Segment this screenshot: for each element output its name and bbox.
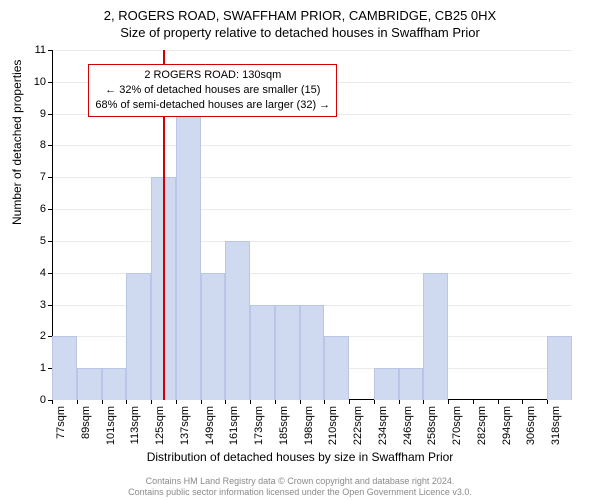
histogram-bar [102,368,127,400]
x-tick-label: 210sqm [327,406,339,445]
x-tick-label: 77sqm [55,406,67,439]
x-tick-mark [498,400,499,404]
x-tick-mark [201,400,202,404]
y-tick-label: 1 [16,362,46,374]
gridline [52,145,572,146]
title-main: 2, ROGERS ROAD, SWAFFHAM PRIOR, CAMBRIDG… [0,0,600,23]
y-tick-mark [48,50,52,51]
x-tick-mark [448,400,449,404]
y-tick-label: 3 [16,299,46,311]
gridline [52,177,572,178]
y-tick-label: 11 [16,44,46,56]
x-tick-label: 306sqm [525,406,537,445]
histogram-bar [201,273,226,400]
x-tick-label: 246sqm [402,406,414,445]
y-tick-mark [48,82,52,83]
x-tick-mark [399,400,400,404]
y-tick-mark [48,114,52,115]
plot-area: 0123456789101177sqm89sqm101sqm113sqm125s… [52,50,572,400]
x-tick-mark [324,400,325,404]
x-tick-mark [473,400,474,404]
title-subtitle: Size of property relative to detached ho… [0,23,600,40]
histogram-bar [399,368,424,400]
y-tick-label: 6 [16,203,46,215]
x-tick-label: 161sqm [228,406,240,445]
gridline [52,241,572,242]
y-tick-label: 5 [16,235,46,247]
y-tick-mark [48,241,52,242]
x-tick-mark [102,400,103,404]
gridline [52,50,572,51]
x-tick-label: 318sqm [550,406,562,445]
footer-line-1: Contains HM Land Registry data © Crown c… [0,476,600,487]
x-tick-mark [151,400,152,404]
histogram-bar [77,368,102,400]
histogram-bar [52,336,77,400]
x-axis-title: Distribution of detached houses by size … [0,450,600,464]
x-tick-mark [300,400,301,404]
histogram-bar [300,305,325,400]
y-tick-label: 0 [16,394,46,406]
x-tick-mark [225,400,226,404]
x-tick-mark [250,400,251,404]
y-tick-label: 10 [16,76,46,88]
y-tick-label: 4 [16,267,46,279]
x-tick-label: 282sqm [476,406,488,445]
x-tick-label: 185sqm [278,406,290,445]
annotation-callout: 2 ROGERS ROAD: 130sqm← 32% of detached h… [88,64,337,117]
histogram-bar [547,336,572,400]
x-tick-mark [349,400,350,404]
y-tick-label: 8 [16,139,46,151]
y-tick-mark [48,305,52,306]
x-tick-label: 270sqm [451,406,463,445]
y-tick-mark [48,145,52,146]
y-tick-mark [48,209,52,210]
x-tick-label: 234sqm [377,406,389,445]
x-tick-mark [52,400,53,404]
histogram-bar [225,241,250,400]
y-tick-mark [48,273,52,274]
x-tick-label: 198sqm [303,406,315,445]
x-tick-mark [77,400,78,404]
x-tick-mark [275,400,276,404]
histogram-bar [126,273,151,400]
y-tick-label: 7 [16,171,46,183]
gridline [52,209,572,210]
histogram-bar [250,305,275,400]
x-tick-label: 137sqm [179,406,191,445]
x-tick-label: 149sqm [204,406,216,445]
x-tick-label: 258sqm [426,406,438,445]
chart-area: 0123456789101177sqm89sqm101sqm113sqm125s… [52,50,572,400]
histogram-bar [275,305,300,400]
histogram-bar [324,336,349,400]
x-tick-label: 294sqm [501,406,513,445]
histogram-bar [423,273,448,400]
x-tick-mark [126,400,127,404]
y-tick-label: 9 [16,108,46,120]
annotation-line: 68% of semi-detached houses are larger (… [95,98,330,113]
x-tick-label: 89sqm [80,406,92,439]
annotation-line: ← 32% of detached houses are smaller (15… [95,83,330,98]
x-tick-label: 222sqm [352,406,364,445]
histogram-bar [374,368,399,400]
x-tick-label: 113sqm [129,406,141,444]
footer-line-2: Contains public sector information licen… [0,487,600,498]
x-tick-label: 173sqm [253,406,265,445]
footer-attribution: Contains HM Land Registry data © Crown c… [0,476,600,498]
x-tick-mark [176,400,177,404]
x-tick-mark [522,400,523,404]
y-tick-label: 2 [16,330,46,342]
x-tick-label: 101sqm [105,406,117,445]
x-tick-mark [423,400,424,404]
x-tick-mark [547,400,548,404]
annotation-line: 2 ROGERS ROAD: 130sqm [95,68,330,83]
histogram-bar [176,114,201,400]
y-tick-mark [48,177,52,178]
x-tick-label: 125sqm [154,406,166,445]
x-tick-mark [374,400,375,404]
